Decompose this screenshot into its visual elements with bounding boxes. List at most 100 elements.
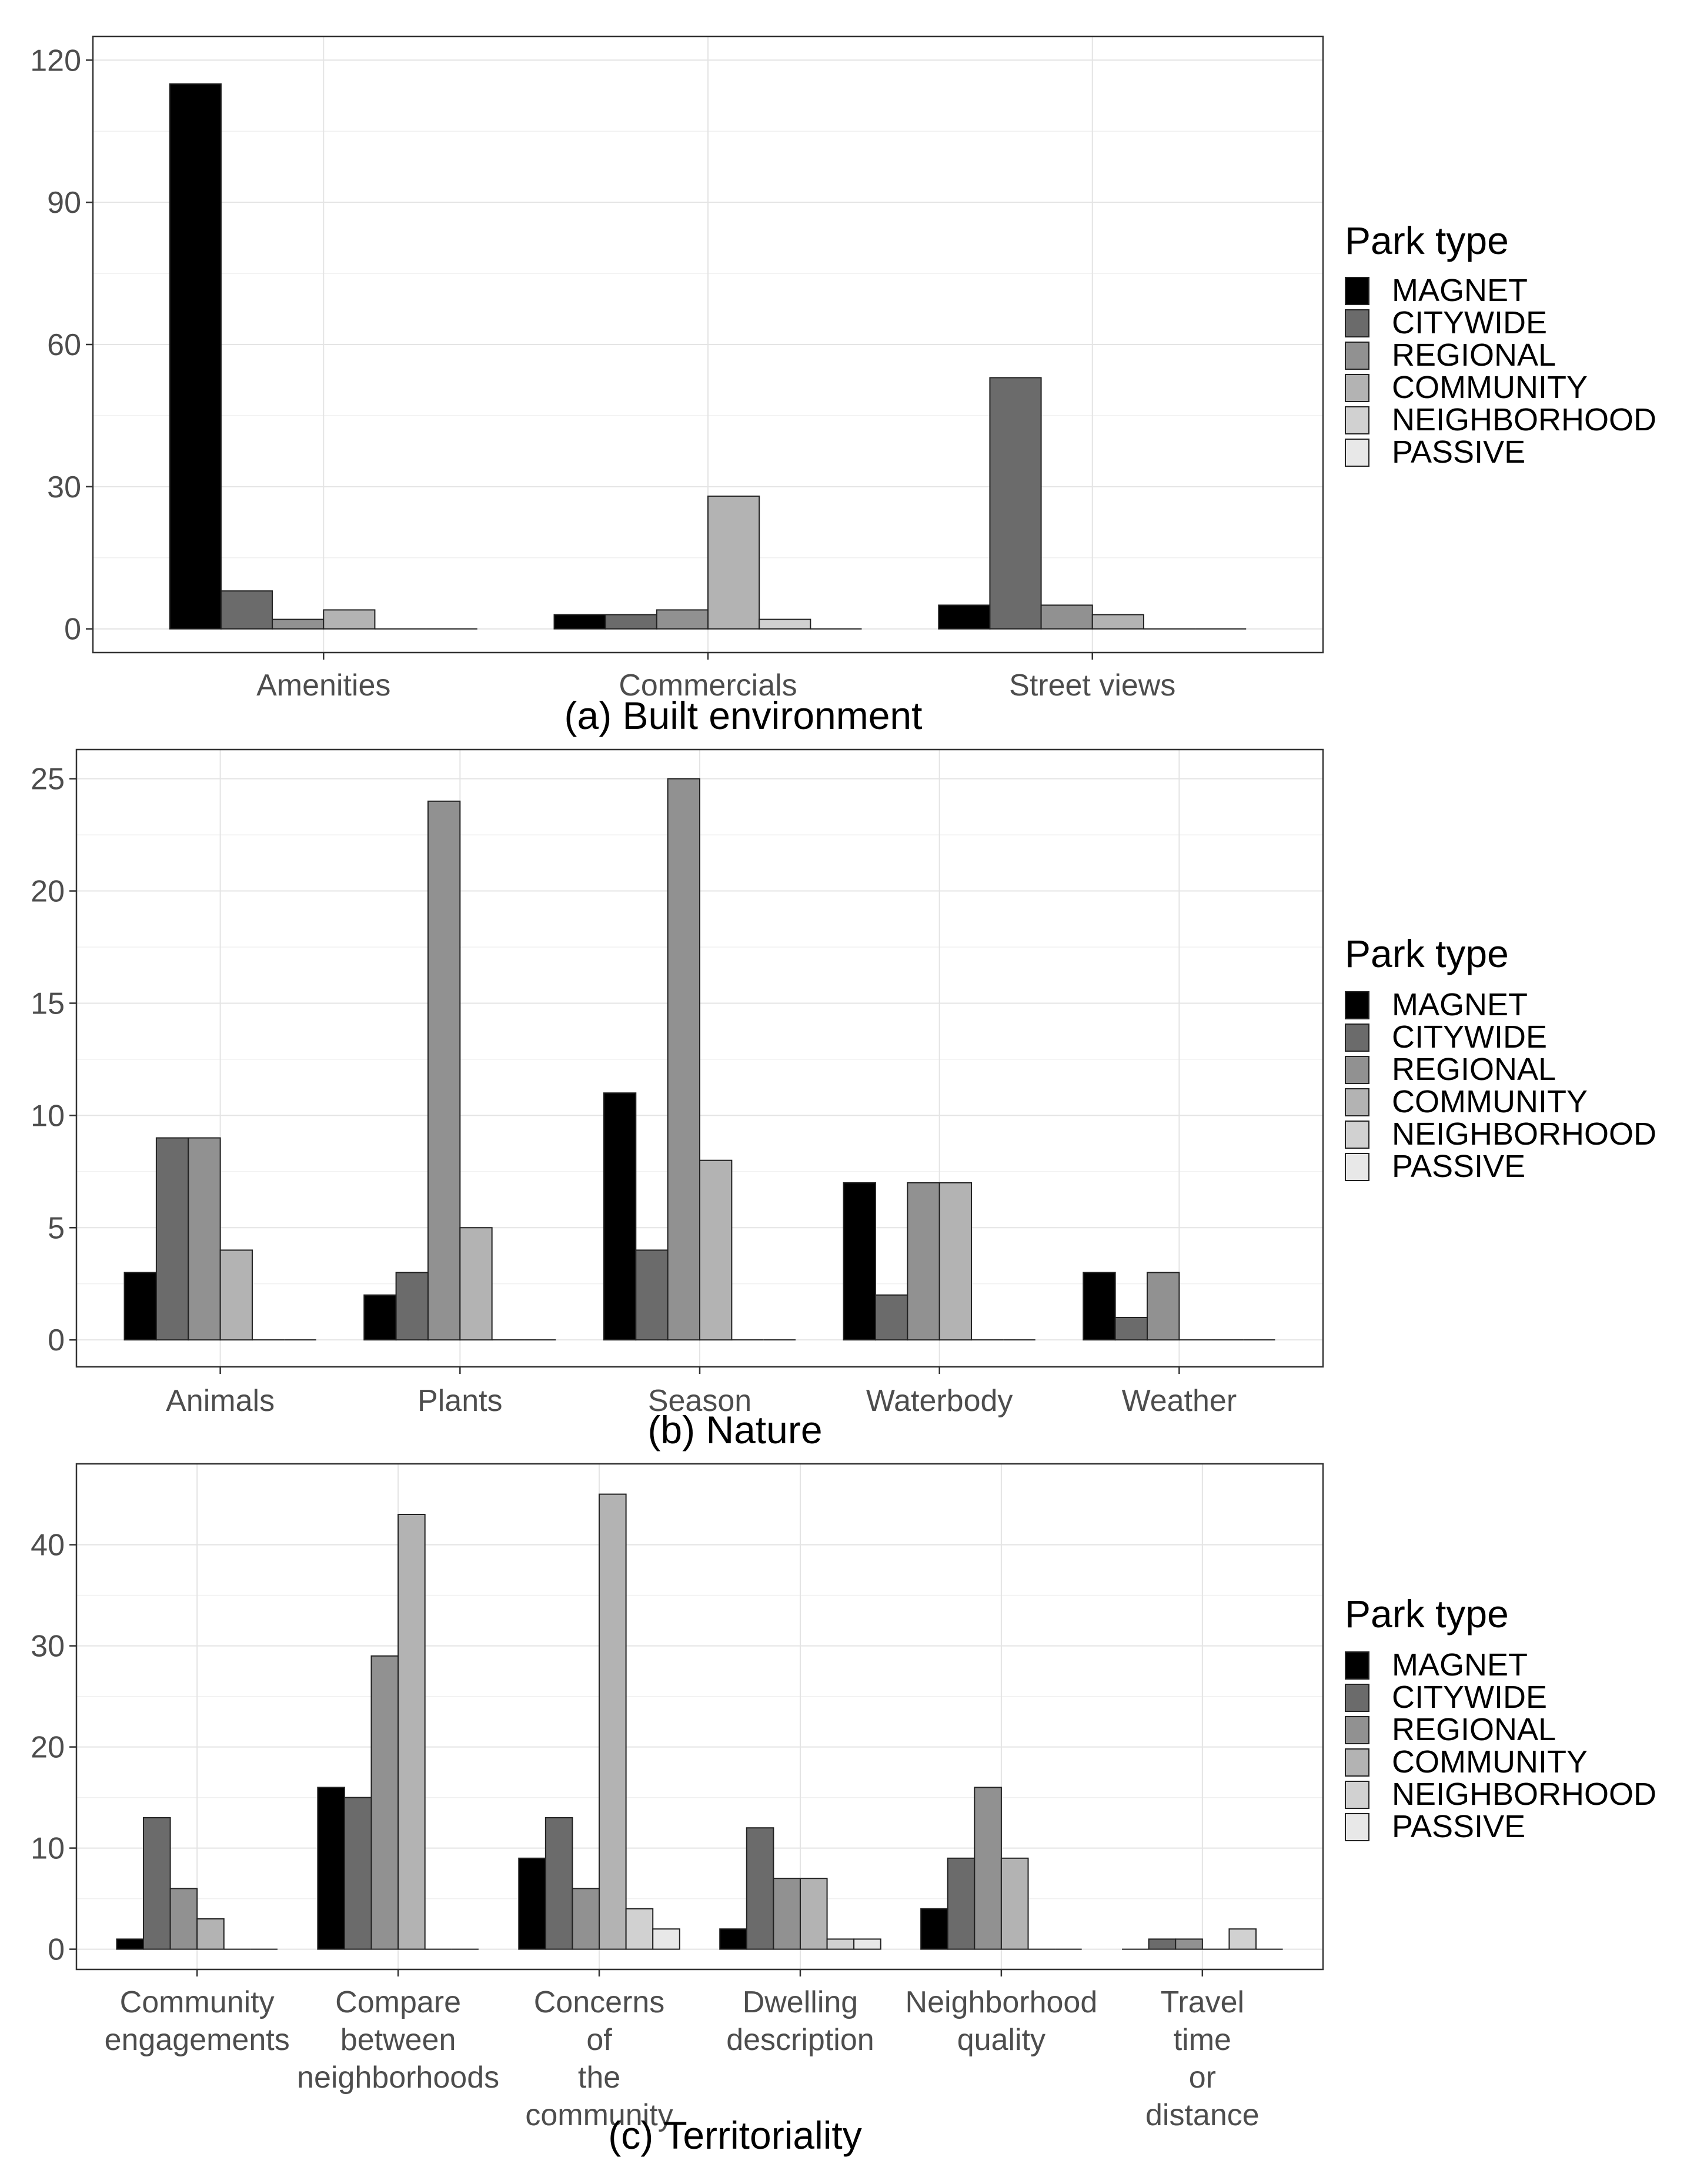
- legend-key-regional: [1345, 1716, 1369, 1744]
- bar-regional-3: [1040, 604, 1093, 630]
- x-tick-label-line: neighborhoods: [297, 2061, 499, 2095]
- legend-key-citywide: [1345, 1684, 1369, 1712]
- x-tick-label: Season: [648, 1384, 751, 1418]
- chart-title: (a) Built environment: [564, 694, 923, 737]
- y-tick-label: 15: [31, 986, 65, 1021]
- bar-regional-2: [656, 609, 709, 630]
- x-tick-label-line: of: [586, 2023, 612, 2057]
- y-tick-label: 0: [48, 1933, 65, 1967]
- bar-passive-4: [853, 1938, 881, 1950]
- legend-label-community: COMMUNITY: [1392, 370, 1588, 405]
- bar-community-1: [196, 1918, 225, 1950]
- bar-magnet-5: [920, 1908, 948, 1950]
- x-tick-label-line: distance: [1145, 2098, 1260, 2132]
- bar-citywide-1: [142, 1817, 171, 1950]
- legend-key-citywide: [1345, 309, 1369, 337]
- bar-magnet-3: [603, 1092, 637, 1341]
- y-tick-label: 0: [48, 1323, 65, 1357]
- x-tick-label: Compare between neighborhoods: [297, 1985, 499, 2095]
- bar-community-1: [323, 609, 376, 630]
- legend-label-community: COMMUNITY: [1392, 1744, 1588, 1780]
- bar-regional-3: [572, 1888, 600, 1950]
- x-tick-label-line: description: [726, 2023, 874, 2057]
- x-tick-label-line: Waterbody: [866, 1384, 1013, 1418]
- y-tick-label: 30: [31, 1630, 65, 1664]
- x-tick-label-line: Travel: [1161, 1985, 1245, 2019]
- bar-magnet-4: [843, 1182, 876, 1341]
- x-tick-label-line: Commercials: [619, 668, 797, 703]
- legend-label-magnet: MAGNET: [1392, 1647, 1528, 1683]
- legend-key-regional: [1345, 342, 1369, 370]
- legend-key-regional: [1345, 1056, 1369, 1084]
- bar-citywide-2: [604, 614, 657, 630]
- legend-key-community: [1345, 1748, 1369, 1777]
- bar-community-2: [707, 495, 760, 630]
- x-tick-label-line: Season: [648, 1384, 751, 1418]
- legend-key-neighborhood: [1345, 406, 1369, 434]
- bar-citywide-3: [635, 1249, 669, 1341]
- bar-citywide-3: [544, 1817, 573, 1950]
- legend-key-magnet: [1345, 277, 1369, 305]
- bar-citywide-3: [989, 377, 1042, 630]
- bar-community-5: [1000, 1857, 1029, 1950]
- legend-key-magnet: [1345, 991, 1369, 1019]
- bar-regional-1: [272, 618, 325, 630]
- bar-community-2: [459, 1227, 493, 1341]
- bar-citywide-6: [1148, 1938, 1177, 1950]
- x-tick-label-line: quality: [957, 2023, 1045, 2057]
- x-tick-label: Neighborhood quality: [906, 1985, 1098, 2057]
- legend-label-neighborhood: NEIGHBORHOOD: [1392, 1116, 1656, 1152]
- bar-neighborhood-3: [625, 1908, 654, 1950]
- bar-neighborhood-6: [1228, 1928, 1257, 1950]
- legend-label-neighborhood: NEIGHBORHOOD: [1392, 1777, 1656, 1812]
- legend-key-neighborhood: [1345, 1781, 1369, 1809]
- x-tick-label-line: engagements: [105, 2023, 290, 2057]
- x-tick-label: Plants: [417, 1384, 503, 1418]
- bar-community-1: [219, 1249, 253, 1341]
- x-tick-label-line: or: [1189, 2061, 1216, 2095]
- bar-regional-6: [1175, 1938, 1203, 1950]
- x-tick-label-line: Street views: [1009, 668, 1175, 703]
- x-tick-label-line: Amenities: [256, 668, 390, 703]
- y-tick-label: 25: [31, 762, 65, 797]
- legend-label-regional: REGIONAL: [1392, 337, 1556, 373]
- y-tick-label: 10: [31, 1099, 65, 1133]
- legend-label-citywide: CITYWIDE: [1392, 305, 1547, 340]
- bar-magnet-5: [1083, 1272, 1116, 1341]
- x-tick-label: Waterbody: [866, 1384, 1013, 1418]
- y-tick-label: 0: [64, 613, 81, 647]
- legend: Park type MAGNETCITYWIDEREGIONALCOMMUNITY…: [1345, 219, 1656, 470]
- x-tick-label-line: the: [578, 2061, 620, 2095]
- legend: Park type MAGNETCITYWIDEREGIONALCOMMUNITY…: [1345, 932, 1656, 1184]
- panel-border: [75, 1463, 1324, 1971]
- legend-title: Park type: [1345, 932, 1509, 975]
- bar-citywide-1: [155, 1137, 189, 1341]
- legend-key-community: [1345, 1088, 1369, 1116]
- y-tick-label: 120: [30, 44, 81, 78]
- x-tick-label: Concerns of the community: [525, 1985, 673, 2132]
- bar-regional-5: [974, 1787, 1002, 1950]
- bar-community-4: [938, 1182, 973, 1341]
- bar-magnet-3: [938, 604, 991, 630]
- y-tick-label: 5: [48, 1211, 65, 1245]
- bar-citywide-2: [343, 1797, 372, 1950]
- y-tick-label: 30: [47, 470, 81, 504]
- legend-label-regional: REGIONAL: [1392, 1052, 1556, 1087]
- legend-key-magnet: [1345, 1651, 1369, 1680]
- bar-citywide-4: [746, 1827, 774, 1950]
- x-tick-label-line: community: [525, 2098, 673, 2132]
- bar-citywide-1: [220, 590, 273, 630]
- bar-citywide-4: [874, 1294, 908, 1341]
- legend-label-magnet: MAGNET: [1392, 987, 1528, 1022]
- x-tick-label-line: time: [1174, 2023, 1231, 2057]
- x-tick-label-line: Compare: [335, 1985, 461, 2019]
- x-tick-label-line: Community: [120, 1985, 275, 2019]
- y-tick-label: 20: [31, 1731, 65, 1765]
- legend-label-passive: PASSIVE: [1392, 434, 1525, 470]
- bar-regional-1: [188, 1137, 221, 1341]
- x-tick-label-line: Animals: [166, 1384, 275, 1418]
- bar-magnet-1: [169, 83, 222, 630]
- bar-magnet-2: [553, 614, 606, 630]
- x-tick-label: Weather: [1122, 1384, 1237, 1418]
